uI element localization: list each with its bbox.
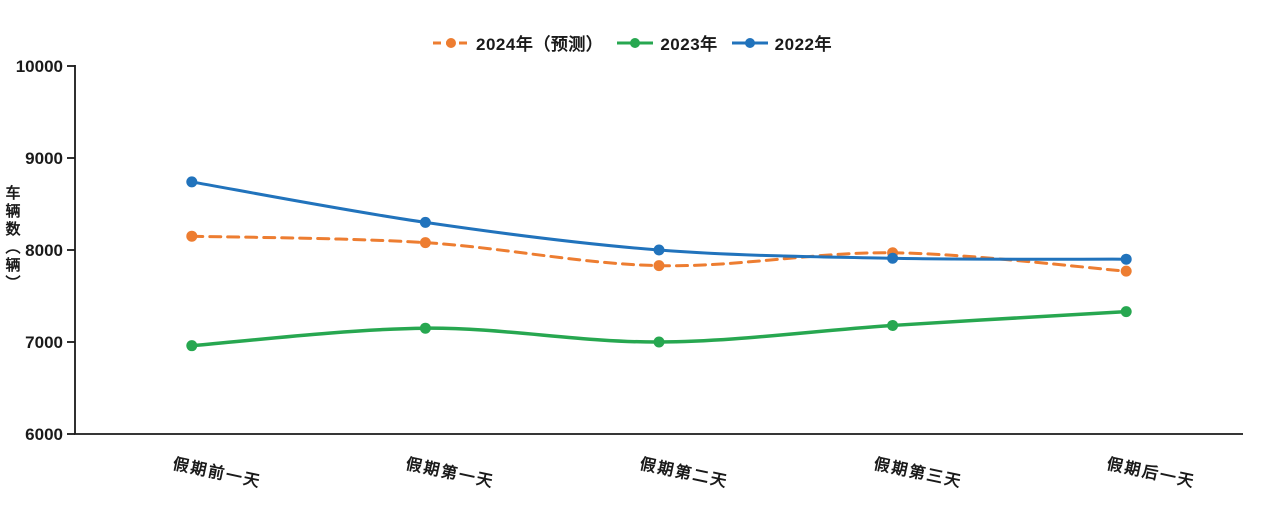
data-point-marker	[1120, 253, 1132, 265]
chart-legend: 2024年（预测） 2023年 2022年	[0, 30, 1264, 55]
data-point-marker	[186, 176, 198, 188]
data-point-marker	[186, 230, 198, 242]
y-tick-label: 9000	[25, 149, 63, 168]
data-point-marker	[887, 319, 899, 331]
data-point-marker	[419, 237, 431, 249]
legend-dashed-line-marker-icon	[433, 37, 469, 48]
y-axis-title: 车辆数（辆）	[3, 185, 21, 293]
data-point-marker	[419, 216, 431, 228]
legend-label-2023: 2023年	[660, 35, 718, 54]
data-point-marker	[419, 322, 431, 334]
y-tick-label: 7000	[25, 333, 63, 352]
data-point-marker	[653, 260, 665, 272]
data-point-marker	[186, 340, 198, 352]
legend-label-2024-forecast: 2024年（预测）	[476, 35, 604, 54]
data-point-marker	[887, 252, 899, 264]
legend-solid-line-marker-icon	[731, 37, 768, 48]
legend-item-2024-forecast: 2024年（预测）	[432, 30, 603, 55]
data-point-marker	[653, 336, 665, 348]
data-point-marker	[653, 244, 665, 256]
y-tick-label: 10000	[16, 57, 63, 76]
data-point-marker	[1120, 265, 1132, 277]
y-tick-label: 6000	[25, 425, 63, 444]
data-point-marker	[1120, 306, 1132, 318]
legend-solid-line-marker-icon	[617, 37, 654, 48]
legend-item-2022: 2022年	[731, 30, 832, 55]
legend-label-2022: 2022年	[774, 35, 832, 54]
y-tick-label: 8000	[25, 241, 63, 260]
legend-item-2023: 2023年	[616, 30, 717, 55]
